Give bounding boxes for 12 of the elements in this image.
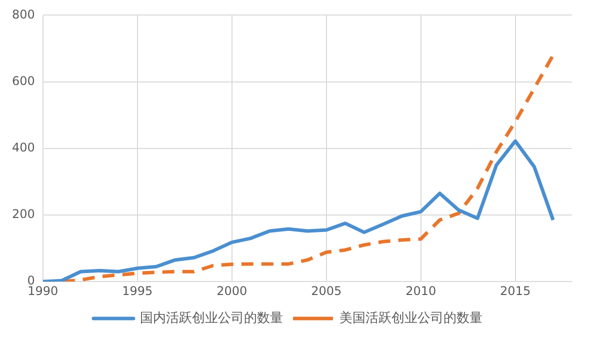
legend-label: 国内活跃创业公司的数量 xyxy=(140,310,283,326)
x-tick-label: 2010 xyxy=(406,284,436,298)
y-tick-label: 800 xyxy=(12,7,35,22)
x-tick-label: 1995 xyxy=(122,284,153,298)
x-tick-label: 2000 xyxy=(216,284,248,298)
x-tick-label: 1990 xyxy=(28,284,58,298)
y-tick-label: 600 xyxy=(12,74,35,88)
x-tick-label: 2015 xyxy=(500,284,531,298)
y-tick-label: 200 xyxy=(12,207,35,222)
legend-label: 美国活跃创业公司的数量 xyxy=(340,310,482,326)
x-tick-label: 2005 xyxy=(311,284,342,298)
y-tick-label: 400 xyxy=(12,140,35,155)
